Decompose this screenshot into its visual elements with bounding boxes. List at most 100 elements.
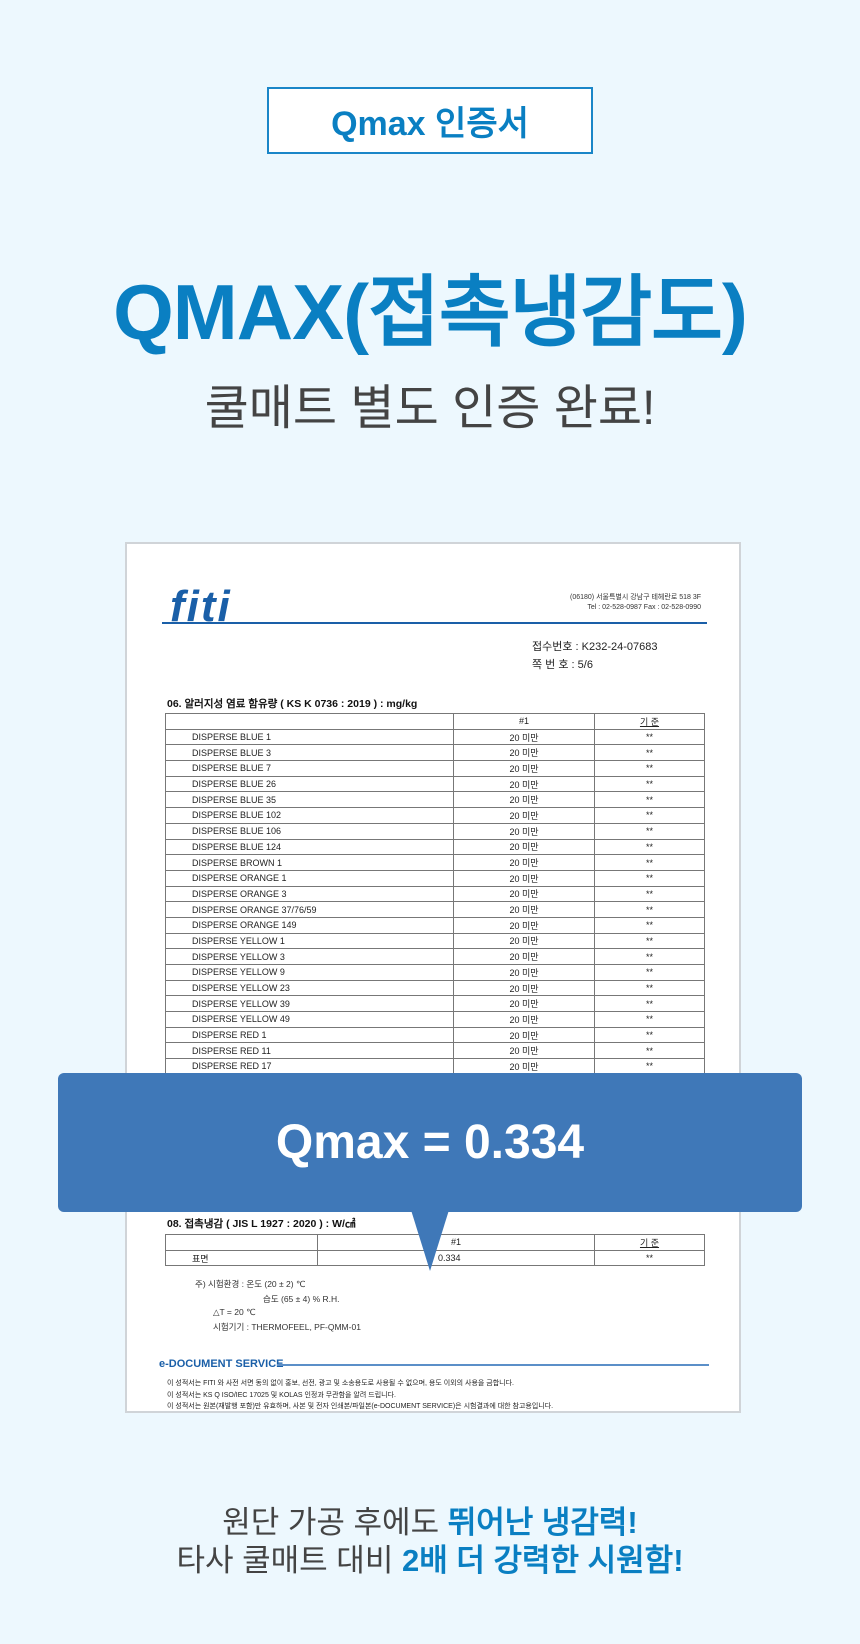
row-std: **: [594, 807, 705, 824]
row-value: 20 미만: [453, 1058, 595, 1075]
row-name: 표면: [165, 1249, 318, 1267]
line1-highlight: 뛰어난 냉감력!: [447, 1505, 638, 1540]
contact-cooling-table: #1 기 준 표면 0.334 **: [165, 1234, 705, 1267]
row-name: DISPERSE YELLOW 49: [165, 1011, 454, 1028]
table-row: DISPERSE YELLOW 3 20 미만 **: [165, 948, 705, 965]
table-row: DISPERSE BLUE 102 20 미만 **: [165, 807, 705, 824]
row-std: **: [594, 885, 705, 903]
row-std: **: [594, 916, 705, 934]
row-value: 20 미만: [453, 1026, 595, 1044]
table-row: DISPERSE YELLOW 39 20 미만 **: [165, 995, 705, 1013]
row-name: DISPERSE YELLOW 9: [165, 964, 454, 981]
line1-plain: 원단 가공 후에도: [222, 1505, 448, 1540]
row-std: **: [594, 1011, 705, 1028]
page-label: 쪽 번 호 :: [532, 659, 575, 671]
table-row: DISPERSE RED 11 20 미만 **: [165, 1042, 705, 1060]
table-row: DISPERSE BLUE 124 20 미만 **: [165, 838, 705, 856]
row-std: **: [594, 869, 705, 887]
table-row: DISPERSE ORANGE 3 20 미만 **: [165, 885, 705, 903]
table-row: DISPERSE RED 17 20 미만 **: [165, 1058, 705, 1075]
page-title: QMAX(접촉냉감도): [113, 268, 748, 356]
table-row: DISPERSE YELLOW 9 20 미만 **: [165, 964, 705, 981]
bottom-line-2: 타사 쿨매트 대비 2배 더 강력한 시원함!: [0, 1535, 860, 1580]
page-number: 쪽 번 호 : 5/6: [532, 656, 593, 672]
dye-table: #1 기 준 DISPERSE BLUE 1 20 미만 ** DISPERSE BLU…: [165, 713, 705, 1075]
row-name: DISPERSE BLUE 106: [165, 822, 454, 840]
footer-note: 이 성적서는 원본(재발행 포함)만 유효하며, 사본 및 전자 인쇄본/파일본…: [167, 1403, 554, 1410]
row-value: 20 미만: [453, 869, 595, 887]
row-value: 20 미만: [453, 901, 595, 918]
row-value: 20 미만: [453, 760, 595, 777]
note-delta-t: △T = 20 ℃: [213, 1307, 256, 1317]
receipt-label: 접수번호 :: [532, 641, 579, 653]
row-name: DISPERSE ORANGE 37/76/59: [165, 901, 454, 918]
receipt-number: 접수번호 : K232-24-07683: [532, 638, 658, 654]
row-std: **: [594, 1042, 705, 1060]
row-std: **: [594, 979, 705, 997]
certificate-document: fiti (06180) 서울특별시 강남구 테헤란로 518 3F Tel :…: [125, 542, 741, 1413]
row-name: DISPERSE BLUE 26: [165, 775, 454, 793]
table-row: DISPERSE YELLOW 1 20 미만 **: [165, 932, 705, 950]
row-name: DISPERSE BLUE 124: [165, 838, 454, 856]
row-name: DISPERSE RED 1: [165, 1026, 454, 1044]
table-row: 표면 0.334 **: [165, 1249, 705, 1267]
row-std: **: [594, 760, 705, 777]
note-device: 시험기기 : THERMOFEEL, PF-QMM-01: [213, 1322, 361, 1332]
row-std: **: [594, 1249, 705, 1267]
row-std: **: [594, 822, 705, 840]
row-std: **: [594, 775, 705, 793]
section-6-title: 06. 알러지성 염료 함유량 ( KS K 0736 : 2019 ) : m…: [167, 698, 418, 710]
row-value: 20 미만: [453, 885, 595, 903]
row-value: 20 미만: [453, 1042, 595, 1060]
row-std: **: [594, 948, 705, 965]
row-name: DISPERSE YELLOW 3: [165, 948, 454, 965]
row-std: **: [594, 964, 705, 981]
table-row: DISPERSE BLUE 26 20 미만 **: [165, 775, 705, 793]
row-name: DISPERSE RED 17: [165, 1058, 454, 1075]
row-value: 20 미만: [453, 916, 595, 934]
row-value: 20 미만: [453, 807, 595, 824]
row-std: **: [594, 932, 705, 950]
row-name: DISPERSE ORANGE 3: [165, 885, 454, 903]
table-row: DISPERSE BLUE 35 20 미만 **: [165, 791, 705, 809]
page-value: 5/6: [577, 659, 593, 671]
table-row: DISPERSE BLUE 3 20 미만 **: [165, 744, 705, 762]
row-value: 20 미만: [453, 932, 595, 950]
row-name: DISPERSE BLUE 7: [165, 760, 454, 777]
divider: [162, 622, 707, 624]
row-std: **: [594, 728, 705, 746]
col-std: 기 준: [594, 713, 705, 730]
table-row: DISPERSE ORANGE 149 20 미만 **: [165, 916, 705, 934]
row-value: 20 미만: [453, 979, 595, 997]
bottom-line-1: 원단 가공 후에도 뛰어난 냉감력!: [0, 1497, 860, 1542]
row-std: **: [594, 744, 705, 762]
row-value: 20 미만: [453, 854, 595, 871]
qmax-callout: Qmax = 0.334: [58, 1073, 802, 1212]
row-value: 20 미만: [453, 1011, 595, 1028]
section-8-title: 08. 접촉냉감 ( JIS L 1927 : 2020 ) : W/㎠: [167, 1218, 356, 1230]
table-row: DISPERSE BLUE 7 20 미만 **: [165, 760, 705, 777]
row-name: DISPERSE BLUE 35: [165, 791, 454, 809]
row-std: **: [594, 838, 705, 856]
table-row: DISPERSE ORANGE 37/76/59 20 미만 **: [165, 901, 705, 918]
address: (06180) 서울특별시 강남구 테헤란로 518 3F: [570, 594, 701, 601]
row-name: DISPERSE YELLOW 1: [165, 932, 454, 950]
row-value: 20 미만: [453, 775, 595, 793]
row-value: 20 미만: [453, 964, 595, 981]
table-header: #1 기 준: [165, 1234, 705, 1251]
table-row: DISPERSE YELLOW 23 20 미만 **: [165, 979, 705, 997]
table-row: DISPERSE RED 1 20 미만 **: [165, 1026, 705, 1044]
row-value: 20 미만: [453, 838, 595, 856]
contact: Tel : 02-528-0987 Fax : 02-528-0990: [587, 604, 701, 611]
row-std: **: [594, 995, 705, 1013]
row-name: DISPERSE BROWN 1: [165, 854, 454, 871]
col-sample: #1: [317, 1234, 595, 1251]
edoc-label: e-DOCUMENT SERVICE: [159, 1358, 284, 1370]
row-name: DISPERSE BLUE 102: [165, 807, 454, 824]
row-name: DISPERSE BLUE 1: [165, 728, 454, 746]
row-value: 20 미만: [453, 791, 595, 809]
row-std: **: [594, 791, 705, 809]
row-std: **: [594, 901, 705, 918]
page-subtitle: 쿨매트 별도 인증 완료!: [204, 382, 656, 435]
row-value: 20 미만: [453, 744, 595, 762]
